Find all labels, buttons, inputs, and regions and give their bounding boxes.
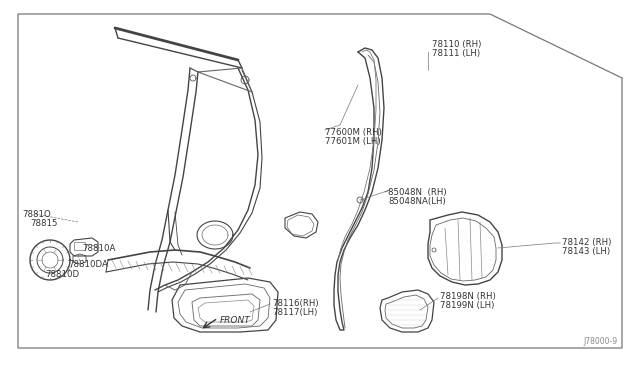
Text: 78815: 78815 [30, 219, 58, 228]
Text: 78142 (RH): 78142 (RH) [562, 238, 611, 247]
Text: 78110 (RH): 78110 (RH) [432, 40, 481, 49]
Text: J78000-9: J78000-9 [584, 337, 618, 346]
Text: 78198N (RH): 78198N (RH) [440, 292, 496, 301]
Text: FRONT: FRONT [220, 316, 251, 325]
Text: 85048NA(LH): 85048NA(LH) [388, 197, 445, 206]
Text: 7881O: 7881O [22, 210, 51, 219]
Text: 78111 (LH): 78111 (LH) [432, 49, 480, 58]
Text: 77600M (RH): 77600M (RH) [325, 128, 382, 137]
Text: 78117(LH): 78117(LH) [272, 308, 317, 317]
Text: 78143 (LH): 78143 (LH) [562, 247, 610, 256]
Text: 78199N (LH): 78199N (LH) [440, 301, 494, 310]
Text: 78116(RH): 78116(RH) [272, 299, 319, 308]
Text: 78810DA: 78810DA [68, 260, 108, 269]
Text: 85048N  (RH): 85048N (RH) [388, 188, 447, 197]
Text: 77601M (LH): 77601M (LH) [325, 137, 381, 146]
Text: 78810D: 78810D [45, 270, 79, 279]
Text: 78810A: 78810A [82, 244, 115, 253]
